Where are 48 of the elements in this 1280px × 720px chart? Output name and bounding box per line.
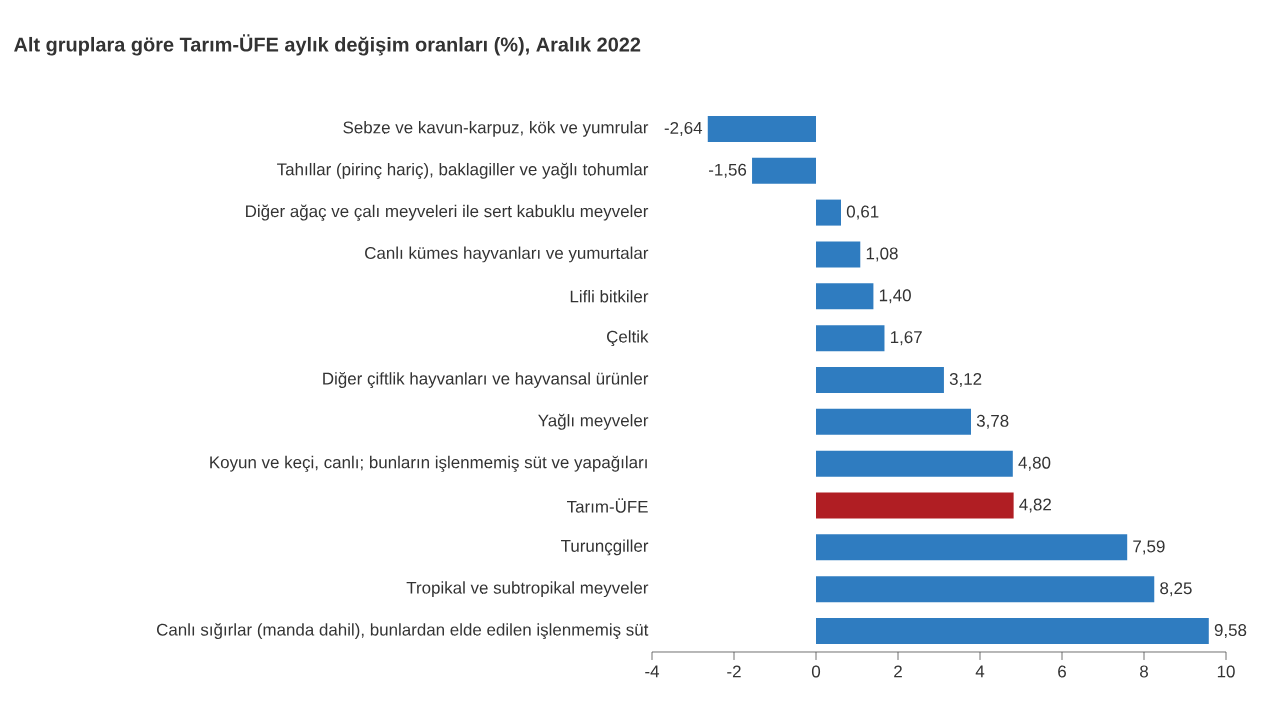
bar xyxy=(816,283,874,310)
x-tick-label: -4 xyxy=(645,665,660,678)
bar xyxy=(816,325,885,352)
y-tick-label: Lifli bitkiler xyxy=(570,290,649,303)
y-tick-label: Tahıllar (pirinç hariç), baklagiller ve yağlı tohumlar xyxy=(277,162,649,179)
bar xyxy=(816,618,1209,645)
y-tick-label: Canlı sığırlar (manda dahil), bunlardan elde edilen işlenmemiş süt xyxy=(157,623,649,640)
data-label: 3,12 xyxy=(949,372,982,387)
bar xyxy=(816,408,971,435)
y-tick-label: Diğer ağaç ve çalı meyveleri ile sert kabuklu meyveler xyxy=(246,204,649,221)
data-label: 1,40 xyxy=(879,289,911,304)
data-label: 1,67 xyxy=(890,331,922,346)
bar xyxy=(816,534,1128,561)
bar xyxy=(752,157,817,184)
y-tick-label: Tropikal ve subtropikal meyveler xyxy=(406,581,649,598)
data-label: -1,56 xyxy=(708,163,747,178)
bar xyxy=(816,366,944,393)
y-tick-label: Çeltik xyxy=(607,330,649,347)
x-tick-label: 8 xyxy=(1140,665,1148,678)
y-tick-label: Tarım-ÜFE xyxy=(567,498,648,513)
x-tick-label: 2 xyxy=(894,665,902,678)
data-label: 8,25 xyxy=(1160,582,1192,597)
y-tick-label: Koyun ve keçi, canlı; bunların işlenmemiş süt ve yapağıları xyxy=(210,455,647,472)
y-tick-label: Diğer çiftlik hayvanları ve hayvansal ürünler xyxy=(323,371,649,389)
bar xyxy=(816,199,842,226)
y-tick-label: Sebze ve kavun-karpuz, kök ve yumrular xyxy=(343,121,649,137)
data-label: 4,80 xyxy=(1018,456,1051,471)
y-tick-label: Canlı kümes hayvanları ve yumurtalar xyxy=(365,246,649,263)
data-label: 7,59 xyxy=(1133,540,1165,555)
x-tick-label: -2 xyxy=(727,665,741,678)
text: Alt gruplara göre Tarım-ÜFE aylık değişim oranları (%), Aralık 2022 xyxy=(14,34,641,56)
x-tick-label: 0 xyxy=(811,665,821,678)
data-label: 3,78 xyxy=(976,414,1009,429)
x-tick-label: 10 xyxy=(1217,665,1235,678)
y-tick-label: Yağlı meyveler xyxy=(538,413,649,430)
x-tick-label: 4 xyxy=(975,665,985,678)
y-tick-label: Turunçgiller xyxy=(561,539,649,556)
data-label: 9,58 xyxy=(1214,624,1247,639)
bar xyxy=(707,115,817,142)
data-label: 4,82 xyxy=(1019,498,1051,513)
bar xyxy=(816,450,1013,477)
data-label: 0,61 xyxy=(846,205,879,220)
data-label: 1,08 xyxy=(866,247,898,262)
x-tick-label: 6 xyxy=(1058,665,1066,678)
bar xyxy=(816,492,1014,519)
data-label: -2,64 xyxy=(664,121,703,136)
bar xyxy=(816,576,1155,603)
bar xyxy=(816,241,861,268)
